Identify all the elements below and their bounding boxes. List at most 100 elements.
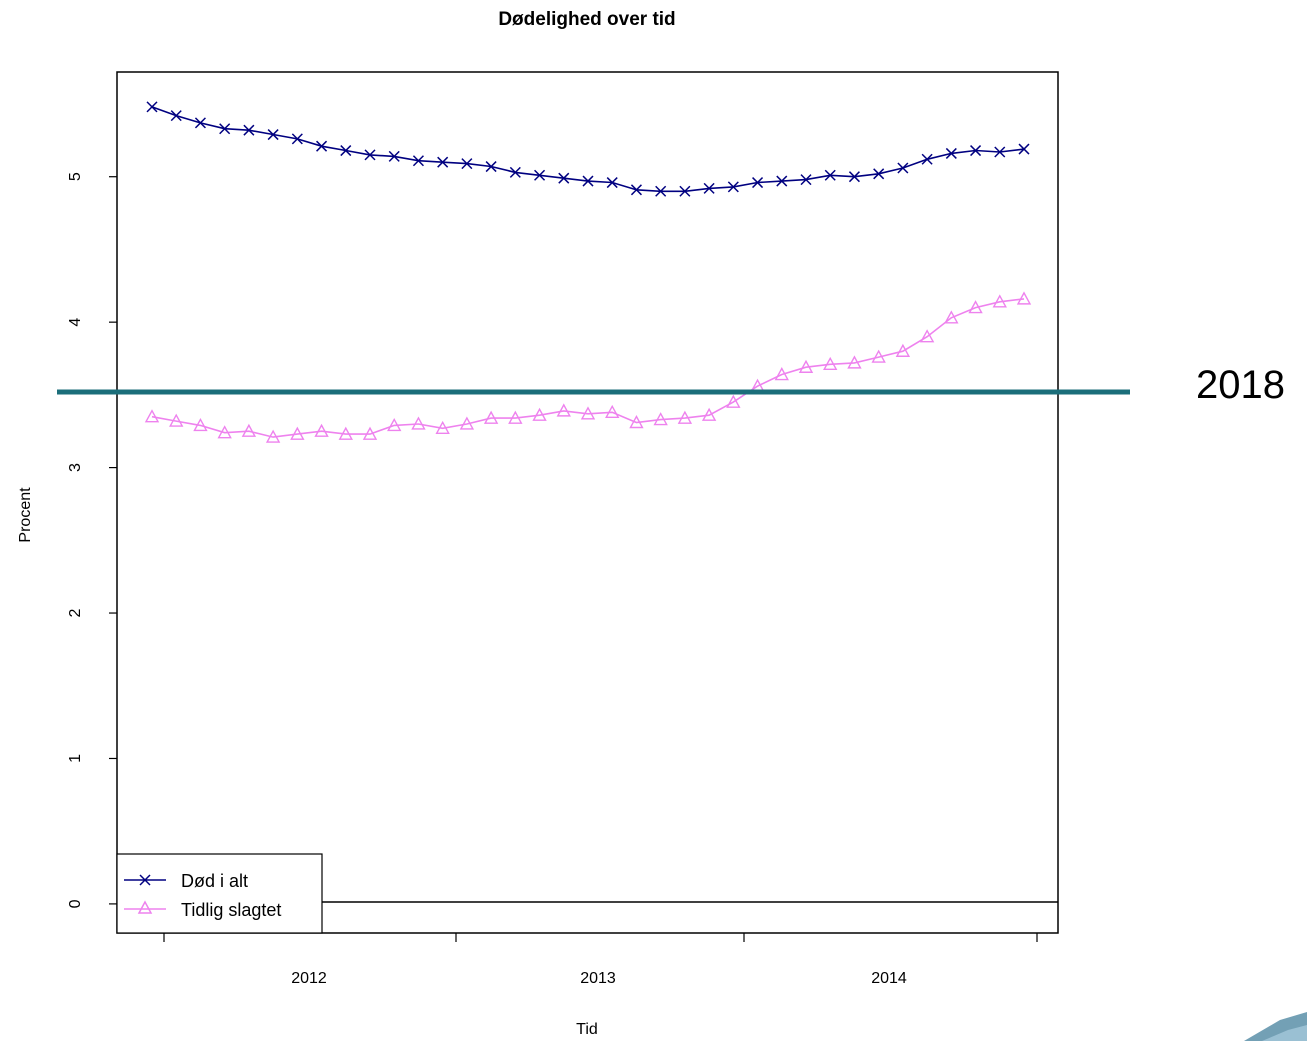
data-point (848, 171, 860, 183)
decorative-wave-highlight-icon (1262, 1025, 1307, 1041)
data-point (316, 140, 328, 152)
data-point (701, 407, 717, 421)
series-layer (144, 101, 1032, 443)
data-point (895, 343, 911, 357)
data-point (411, 416, 426, 430)
data-point (824, 169, 836, 181)
data-point (219, 123, 231, 135)
data-point (679, 185, 691, 197)
data-point (267, 129, 279, 141)
y-axis-label: Procent (17, 487, 34, 543)
data-point (970, 145, 982, 157)
data-point (364, 149, 376, 161)
data-point (485, 161, 497, 173)
x-axis-label: Tid (576, 1021, 598, 1038)
data-point (461, 158, 473, 170)
data-point (556, 403, 571, 417)
data-point (919, 329, 935, 343)
data-point (387, 417, 402, 432)
series-line-2 (151, 298, 1025, 438)
data-point (677, 410, 693, 424)
data-point (703, 182, 715, 194)
data-point (217, 425, 232, 439)
data-point (945, 147, 957, 159)
data-point (944, 310, 959, 324)
data-point (606, 177, 618, 189)
y-tick-label: 1 (67, 754, 84, 763)
data-point (508, 410, 523, 424)
x-tick-label: 2012 (291, 970, 327, 987)
data-point (921, 153, 933, 165)
data-point (994, 146, 1006, 158)
data-point (532, 407, 547, 421)
y-tick-label: 5 (67, 172, 84, 181)
x-axis: 2012 2013 2014 (163, 933, 1038, 987)
y-tick-label: 4 (67, 318, 84, 327)
data-point (968, 300, 983, 314)
data-point (800, 174, 812, 186)
data-point (992, 294, 1007, 308)
data-point (291, 133, 303, 145)
data-point (871, 349, 886, 363)
legend-label-series2: Tidlig slagtet (181, 900, 281, 920)
data-point (897, 162, 909, 174)
data-point (605, 404, 620, 419)
data-point (847, 355, 862, 369)
series-line-1 (151, 106, 1025, 193)
y-axis: 0 1 2 3 4 5 (67, 172, 117, 908)
data-point (873, 168, 885, 180)
legend-marker-cross-icon (139, 874, 151, 886)
data-point (798, 359, 814, 373)
data-point (1016, 291, 1032, 305)
data-point (776, 175, 788, 187)
data-point (146, 101, 158, 113)
x-tick-label: 2013 (580, 970, 616, 987)
data-point (362, 426, 378, 440)
x-tick-label: 2014 (871, 970, 907, 987)
data-point (144, 409, 160, 423)
data-point (435, 420, 450, 435)
y-tick-label: 3 (67, 463, 84, 472)
data-point (629, 415, 644, 429)
data-point (509, 166, 521, 178)
data-point (314, 423, 329, 437)
data-point (630, 184, 642, 196)
legend: Død i alt Tidlig slagtet (116, 853, 323, 934)
data-point (243, 124, 255, 136)
data-point (265, 429, 281, 443)
legend-marker-triangle-icon (137, 900, 153, 914)
data-point (338, 426, 353, 440)
data-point (437, 156, 449, 168)
data-point (774, 367, 789, 381)
data-point (290, 426, 305, 440)
legend-label-series1: Død i alt (181, 871, 248, 891)
data-point (582, 175, 594, 187)
data-point (459, 416, 475, 430)
data-point (726, 394, 741, 408)
data-point (558, 172, 570, 184)
chart-title: Dødelighed over tid (498, 9, 675, 30)
data-point (655, 185, 667, 197)
data-point (194, 117, 206, 129)
legend-box (116, 853, 323, 934)
data-point (534, 169, 546, 181)
reference-line-group: 2018 (57, 363, 1285, 407)
data-point (170, 110, 182, 122)
y-tick-label: 0 (67, 899, 84, 908)
data-point (241, 423, 257, 437)
data-point (193, 417, 208, 432)
plot-frame (116, 71, 1059, 934)
data-point (580, 406, 596, 420)
data-point (483, 410, 499, 424)
data-point (752, 177, 764, 189)
data-point (653, 412, 668, 426)
data-point (823, 356, 838, 371)
reference-line-label: 2018 (1196, 363, 1285, 407)
data-point (1018, 143, 1030, 155)
data-point (169, 413, 184, 427)
data-point (412, 155, 424, 167)
y-tick-label: 2 (67, 608, 84, 617)
data-point (340, 145, 352, 157)
data-point (388, 150, 400, 162)
